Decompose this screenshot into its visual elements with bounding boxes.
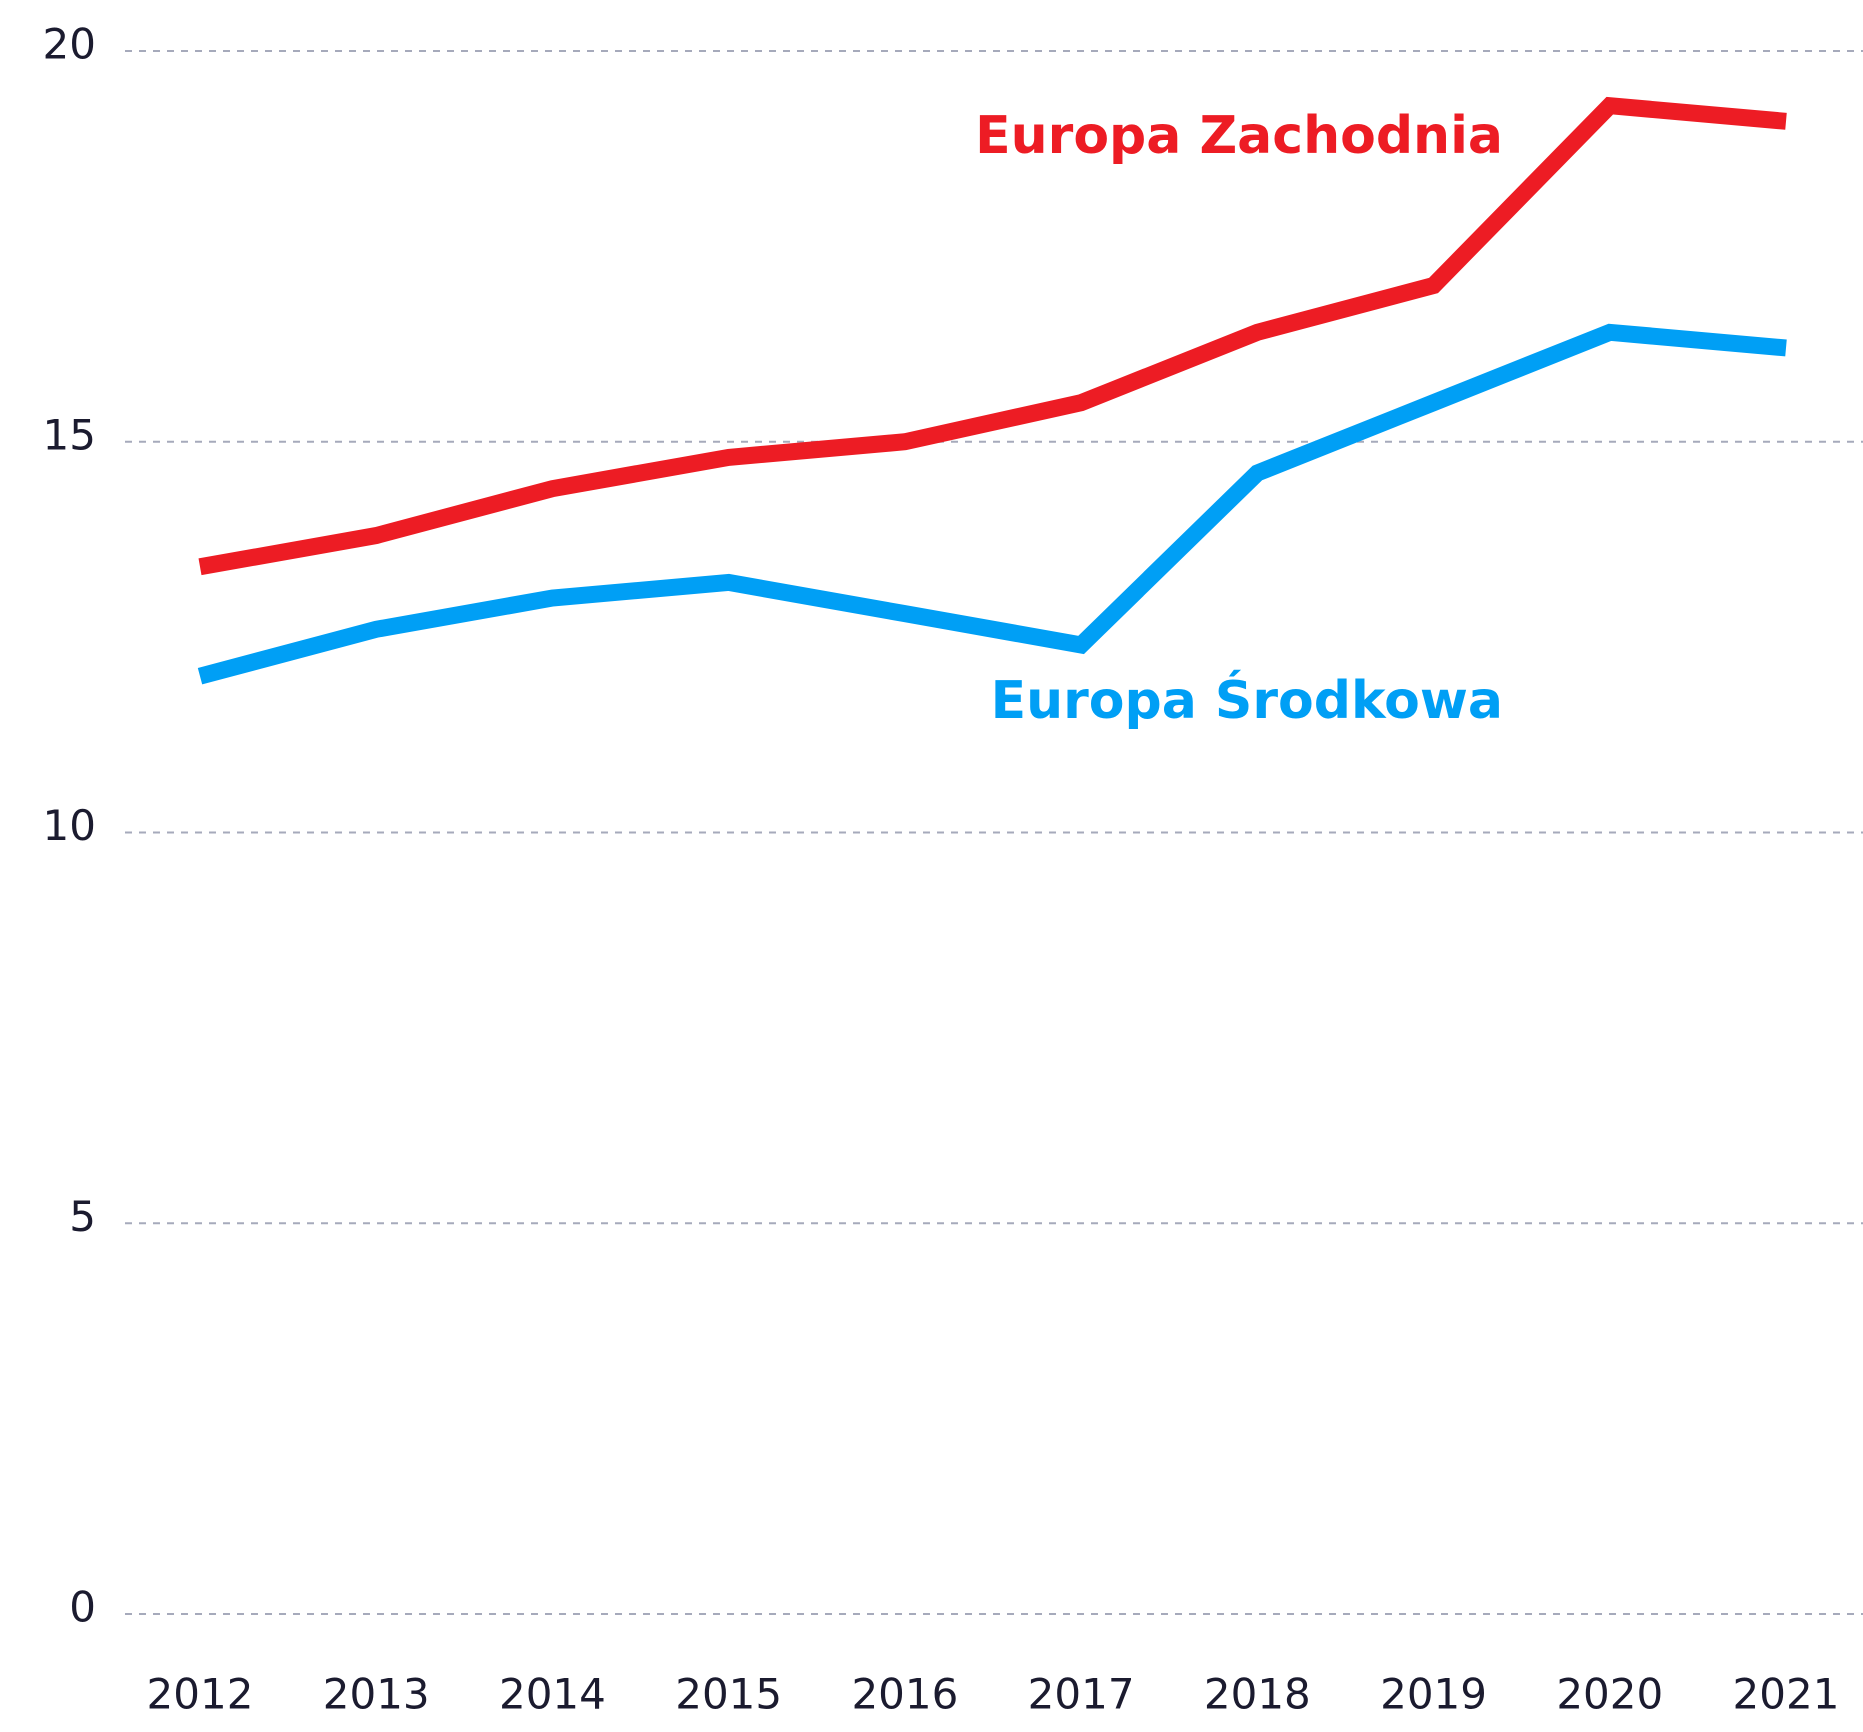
x-tick-label: 2019 <box>1380 1670 1487 1719</box>
x-tick-label: 2018 <box>1204 1670 1311 1719</box>
y-tick-label: 15 <box>43 410 96 459</box>
series-line <box>197 323 1787 685</box>
y-tick-label: 5 <box>69 1192 96 1241</box>
x-tick-label: 2020 <box>1556 1670 1663 1719</box>
series-label: Europa Zachodnia <box>975 106 1503 166</box>
y-tick-label: 20 <box>43 20 96 69</box>
y-tick-label: 0 <box>69 1583 96 1632</box>
x-tick-label: 2021 <box>1733 1670 1840 1719</box>
x-tick-label: 2016 <box>851 1670 958 1719</box>
y-tick-label: 10 <box>43 801 96 850</box>
x-tick-label: 2017 <box>1028 1670 1135 1719</box>
x-tick-label: 2015 <box>675 1670 782 1719</box>
x-tick-label: 2014 <box>499 1670 606 1719</box>
series-line <box>198 96 1787 576</box>
series-label: Europa Środkowa <box>991 669 1503 731</box>
x-tick-label: 2013 <box>323 1670 430 1719</box>
x-tick-label: 2012 <box>147 1670 254 1719</box>
